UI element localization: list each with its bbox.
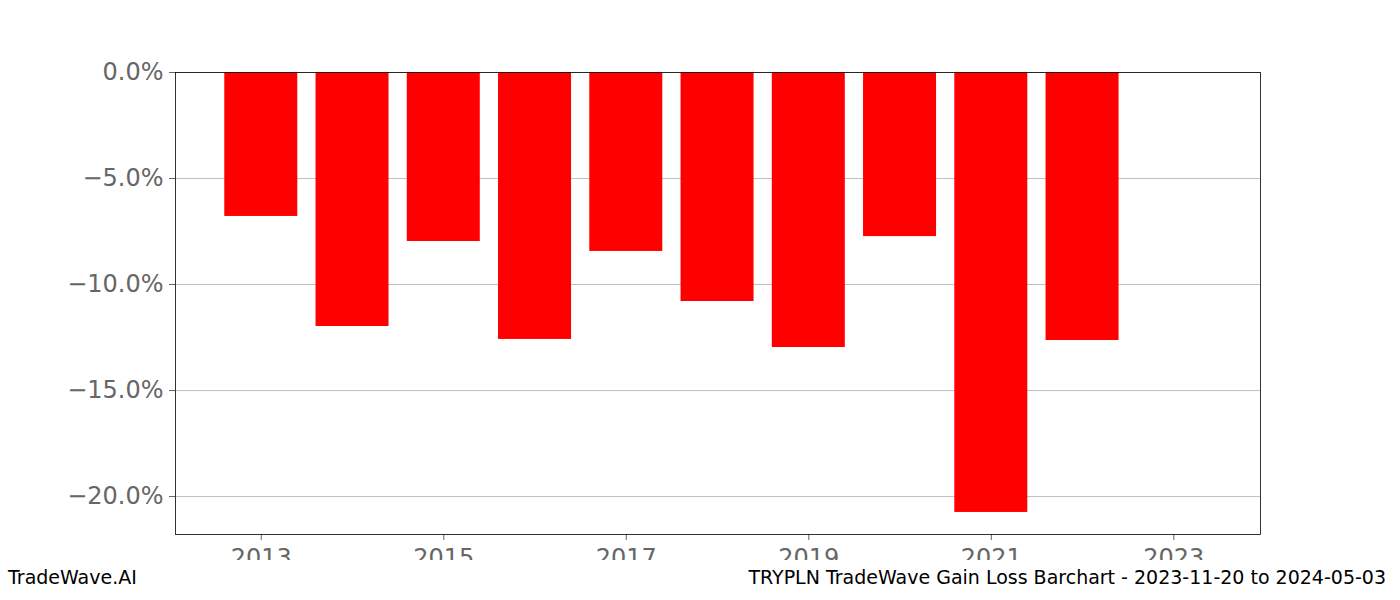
svg-text:2023: 2023 [1143, 544, 1204, 560]
svg-text:2019: 2019 [778, 544, 839, 560]
svg-text:0.0%: 0.0% [103, 58, 164, 86]
svg-text:−5.0%: −5.0% [82, 164, 163, 192]
svg-text:2021: 2021 [961, 544, 1022, 560]
svg-text:−20.0%: −20.0% [67, 482, 163, 510]
svg-text:−10.0%: −10.0% [67, 270, 163, 298]
svg-text:2013: 2013 [231, 544, 292, 560]
html-text:TradeWave.AI: TradeWave.AI [8, 566, 137, 588]
svg-text:2015: 2015 [413, 544, 474, 560]
svg-text:2017: 2017 [596, 544, 657, 560]
svg-text:−15.0%: −15.0% [67, 376, 163, 404]
html-text:TRYPLN TradeWave Gain Loss Bar: TRYPLN TradeWave Gain Loss Barchart - 20… [748, 566, 1386, 588]
